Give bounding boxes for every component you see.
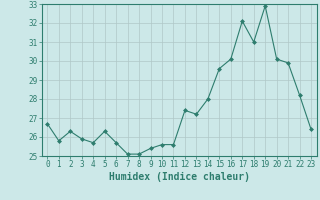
X-axis label: Humidex (Indice chaleur): Humidex (Indice chaleur) <box>109 172 250 182</box>
